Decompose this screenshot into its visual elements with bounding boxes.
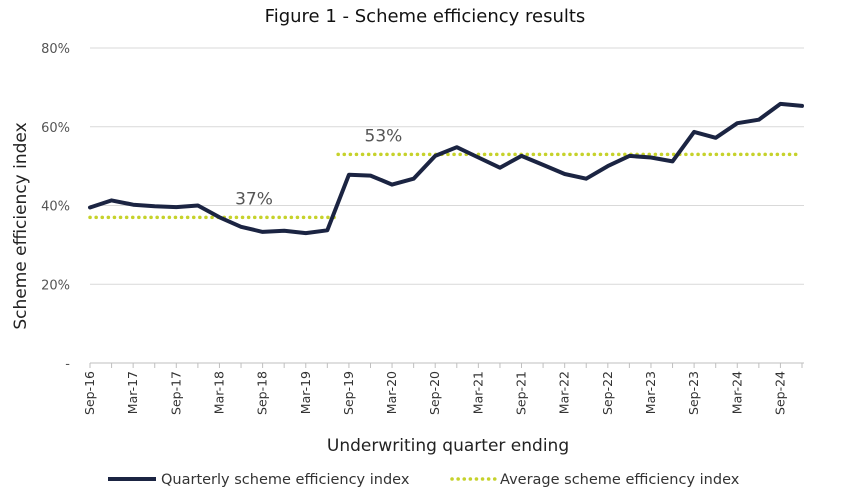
x-tick-label: Sep-17 <box>168 371 183 415</box>
average-series <box>88 152 798 220</box>
quarterly-line <box>88 101 804 236</box>
y-tick-label: 60% <box>41 121 70 136</box>
x-tick-label: Sep-16 <box>82 371 97 415</box>
y-tick-label: 20% <box>41 278 70 293</box>
x-tick-label: Mar-24 <box>729 371 744 414</box>
average-annotation: 37% <box>235 189 273 209</box>
x-tick-label: Mar-23 <box>643 371 658 414</box>
x-tick-label: Sep-21 <box>514 371 529 415</box>
legend: Quarterly scheme efficiency index Averag… <box>108 472 740 488</box>
x-tick-label: Sep-20 <box>427 371 442 415</box>
x-axis-ticks: Sep-16 Mar-17 Sep-17 Mar-18 Sep-18 Mar-19 Sep-… <box>82 371 787 415</box>
annotations: 37% 53% <box>235 126 402 209</box>
legend-label-quarterly: Quarterly scheme efficiency index <box>161 472 410 488</box>
x-axis <box>89 362 804 368</box>
x-tick-label: Sep-23 <box>686 371 701 415</box>
x-tick-label: Mar-17 <box>125 371 140 414</box>
x-tick-label: Mar-19 <box>298 371 313 414</box>
x-tick-label: Mar-21 <box>470 371 485 414</box>
quarterly-series <box>88 101 804 236</box>
y-axis-label: Scheme efficiency index <box>11 122 31 329</box>
x-axis-label: Underwriting quarter ending <box>327 436 569 456</box>
x-tick-label: Mar-22 <box>557 371 572 414</box>
x-tick-label: Sep-22 <box>600 371 615 415</box>
y-tick-label: 40% <box>41 200 70 215</box>
x-tick-label: Mar-20 <box>384 371 399 414</box>
x-tick-label: Sep-18 <box>255 371 270 415</box>
y-tick-label: 80% <box>41 42 70 57</box>
x-tick-label: Sep-19 <box>341 371 356 415</box>
x-tick-label: Mar-18 <box>211 371 226 414</box>
y-tick-label: - <box>65 357 70 372</box>
average-annotation: 53% <box>365 126 403 146</box>
x-tick-label: Sep-24 <box>772 371 787 415</box>
y-axis-ticks: - 20% 40% 60% 80% <box>41 42 70 372</box>
legend-label-average: Average scheme efficiency index <box>500 472 740 488</box>
chart-title: Figure 1 - Scheme efficiency results <box>265 6 586 27</box>
gridlines <box>90 47 804 285</box>
